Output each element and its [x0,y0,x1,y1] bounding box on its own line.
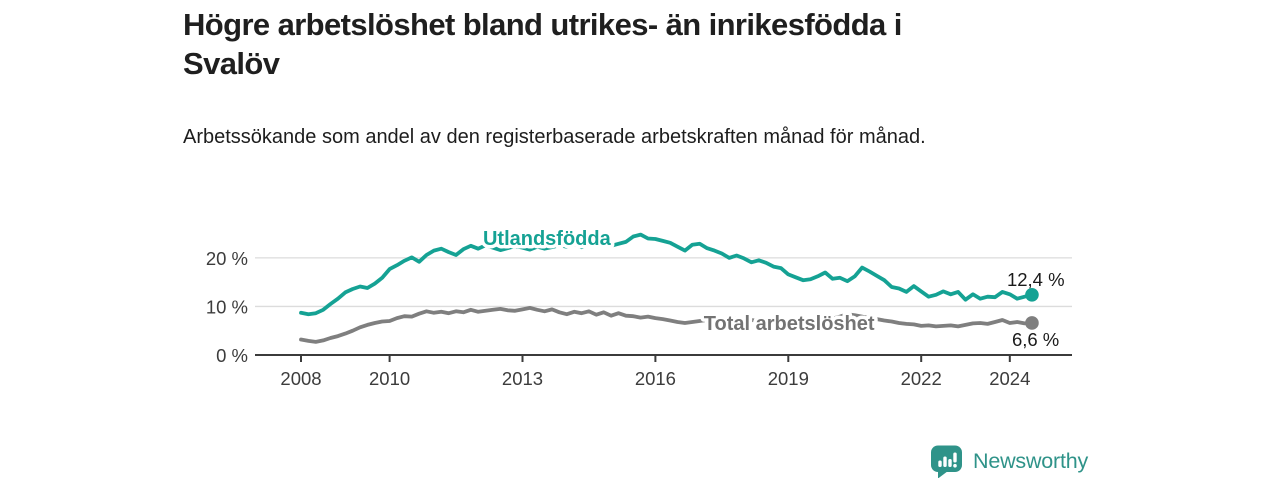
chart-title: Högre arbetslöshet bland utrikes- än inr… [183,5,1113,83]
chart-title-line2: Svalöv [183,46,280,81]
x-axis-tick-label-2013: 2013 [502,368,543,389]
x-axis-tick-label-2010: 2010 [369,368,410,389]
chart-subtitle: Arbetssökande som andel av den registerb… [183,126,926,148]
series-end-label-total-arbetsloshet: 6,6 % [1012,329,1059,350]
x-axis-tick-label-2008: 2008 [280,368,321,389]
series-label-total-arbetsloshet: Total arbetslöshet [704,313,875,335]
newsworthy-brand-text: Newsworthy [973,448,1089,473]
x-axis-tick-label-2019: 2019 [768,368,809,389]
series-end-label-utlandsfodda: 12,4 % [1007,269,1065,290]
series-line-total-arbetsloshet [299,306,1034,344]
newsworthy-brand[interactable]: Newsworthy [930,444,1088,478]
chart-title-line1: Högre arbetslöshet bland utrikes- än inr… [183,7,902,42]
x-axis-tick-label-2016: 2016 [635,368,676,389]
x-axis-tick-label-2022: 2022 [901,368,942,389]
chart-svg: 2008 2010 2013 2016 2019 2022 2024 0 % 10 % 20 % U… [206,225,1072,389]
y-axis-tick-label-20: 20 % [206,248,248,269]
y-axis-tick-label-10: 10 % [206,296,248,317]
series-line-utlandsfodda [299,232,1034,317]
line-chart: 2008 2010 2013 2016 2019 2022 2024 0 % 10 % 20 % U… [180,212,1080,404]
y-axis-tick-label-0: 0 % [216,345,248,366]
series-end-dot-total-arbetsloshet [1025,316,1039,330]
series-label-utlandsfodda: Utlandsfödda [483,228,612,250]
newsworthy-logo-icon [931,445,962,478]
x-axis-tick-label-2024: 2024 [989,368,1030,389]
series-end-dot-utlandsfodda [1025,287,1039,302]
